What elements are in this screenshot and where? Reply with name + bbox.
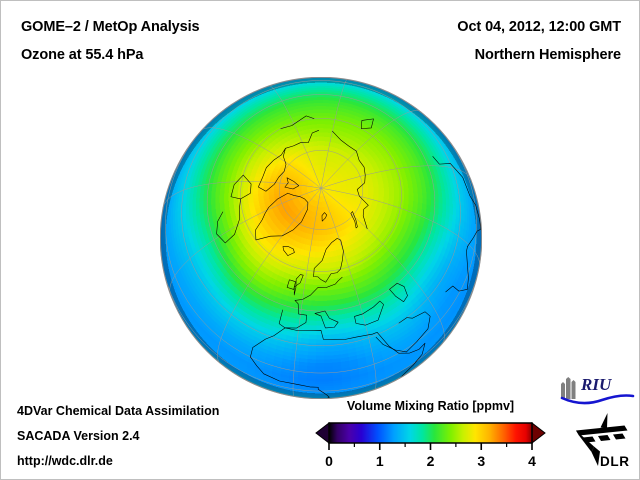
riu-wave-icon xyxy=(560,394,635,405)
colorbar-gradient xyxy=(328,422,533,444)
riu-logo-text: RIU xyxy=(580,375,612,394)
riu-tower-icon xyxy=(561,377,576,399)
page-title: GOME–2 / MetOp Analysis xyxy=(21,19,200,35)
dlr-logo-text: DLR xyxy=(600,454,630,469)
colorbar-tick-label: 1 xyxy=(376,453,384,469)
colorbar-tick-label: 4 xyxy=(528,453,536,469)
dlr-logo: DLR xyxy=(576,413,630,469)
globe-canvas xyxy=(160,77,482,399)
credit-method: 4DVar Chemical Data Assimilation xyxy=(17,404,220,418)
page-subtitle: Ozone at 55.4 hPa xyxy=(21,47,144,63)
credit-version: SACADA Version 2.4 xyxy=(17,429,140,443)
colorbar-title: Volume Mixing Ratio [ppmv] xyxy=(346,399,515,413)
ozone-globe-map xyxy=(160,77,482,399)
dlr-mark-icon xyxy=(576,413,628,466)
colorbar-tick-label: 0 xyxy=(325,453,333,469)
colorbar-low-arrow xyxy=(315,421,330,445)
riu-logo: RIU xyxy=(560,375,635,405)
colorbar-tick-label: 3 xyxy=(477,453,485,469)
credit-url: http://wdc.dlr.de xyxy=(17,454,113,468)
timestamp-label: Oct 04, 2012, 12:00 GMT xyxy=(457,19,621,35)
colorbar-scale: 0 1 2 3 4 xyxy=(315,421,546,469)
colorbar-tick-label: 2 xyxy=(427,453,435,469)
colorbar-high-arrow xyxy=(531,421,546,445)
hemisphere-label: Northern Hemisphere xyxy=(474,47,621,63)
colorbar: Volume Mixing Ratio [ppmv] 0 1 2 3 4 xyxy=(312,399,549,471)
